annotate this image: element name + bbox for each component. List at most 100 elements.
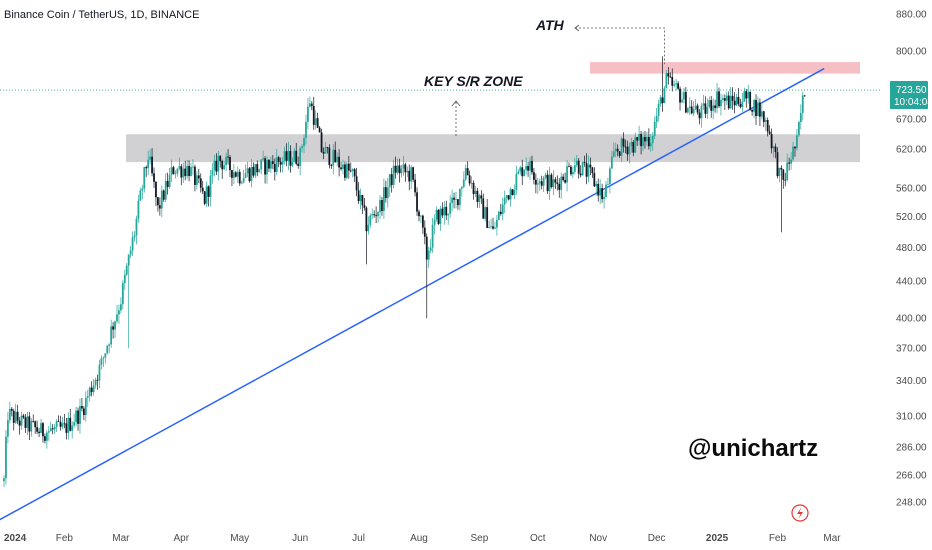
candle <box>696 103 699 115</box>
candle-body <box>158 205 161 209</box>
candle-body <box>133 235 136 238</box>
candle <box>521 159 524 186</box>
candle-body <box>451 197 453 203</box>
time-tick-label: Feb <box>769 533 787 544</box>
candle <box>425 233 428 319</box>
candle <box>207 185 210 207</box>
candle-body <box>618 151 621 156</box>
candle <box>499 203 502 216</box>
candle-body <box>295 150 298 164</box>
time-axis[interactable]: 2024 Feb Mar Apr May Jun Jul Aug Sep Oct Nov Dec 202… <box>4 533 841 544</box>
candle-body <box>367 224 370 232</box>
lightning-logo-icon[interactable] <box>791 504 809 522</box>
candle-body <box>497 211 500 220</box>
candle-body <box>480 195 483 199</box>
candle-body <box>5 436 7 479</box>
candle <box>215 153 218 175</box>
candle <box>757 96 759 117</box>
candle <box>634 132 637 153</box>
candle <box>457 199 459 210</box>
candle <box>30 418 33 437</box>
candle-body <box>229 157 231 171</box>
candle <box>110 319 113 348</box>
candle-body <box>94 379 97 386</box>
price-axis[interactable]: 880.00 800.00 670.00 620.00 560.00 520.00 480.… <box>896 10 927 509</box>
candle <box>684 86 687 114</box>
candle <box>84 391 87 422</box>
candle <box>503 190 506 214</box>
candle-body <box>338 156 340 168</box>
candle <box>531 155 533 175</box>
candle-body <box>595 183 598 187</box>
candle-body <box>184 168 187 177</box>
candle-body <box>308 103 311 107</box>
candle <box>612 142 615 158</box>
candle <box>790 152 792 170</box>
candle-body <box>556 182 559 184</box>
candle-body <box>718 91 720 107</box>
candle <box>307 97 309 130</box>
candle-body <box>729 95 732 109</box>
candle <box>718 87 720 109</box>
candle-body <box>127 254 130 266</box>
candle-body <box>392 165 395 185</box>
candle <box>291 157 294 167</box>
candle-body <box>644 137 646 142</box>
time-tick-label: Aug <box>410 533 428 544</box>
candle-body <box>579 173 582 176</box>
candle <box>365 206 368 265</box>
candle-body <box>86 396 89 398</box>
candle-body <box>123 274 126 284</box>
candle-body <box>176 168 179 174</box>
candle-body <box>538 181 541 184</box>
candle <box>706 98 709 119</box>
candle-body <box>285 151 288 161</box>
trendline-layer <box>0 67 825 521</box>
candle <box>725 91 728 106</box>
candle-body <box>772 146 775 149</box>
candle-body <box>597 183 600 196</box>
candle-body <box>178 166 181 169</box>
candle-body <box>375 215 378 217</box>
candle-body <box>310 103 313 106</box>
candle-body <box>799 112 802 122</box>
time-tick-label: Mar <box>112 533 130 544</box>
candle-body <box>455 199 457 200</box>
candle <box>675 78 678 91</box>
candle-body <box>301 146 303 149</box>
candle <box>157 197 159 212</box>
candle <box>353 167 356 182</box>
candle <box>174 170 177 179</box>
candle-body <box>517 171 520 174</box>
candle-body <box>328 147 331 166</box>
candle-body <box>250 166 253 181</box>
candle <box>476 187 479 208</box>
candle <box>562 173 565 182</box>
candle-body <box>657 103 660 116</box>
candle-body <box>141 188 144 191</box>
candle-body <box>708 100 711 107</box>
candle <box>125 263 128 277</box>
candle <box>299 146 302 176</box>
price-tick-label: 266.00 <box>896 470 927 481</box>
ath-label: ATH <box>535 17 565 33</box>
candle-body <box>303 138 305 147</box>
candle-body <box>704 103 707 114</box>
candle <box>451 189 453 212</box>
candle <box>731 87 734 110</box>
candle-body <box>507 195 510 200</box>
candle <box>474 186 477 198</box>
candle-body <box>614 148 617 152</box>
candle-body <box>3 478 5 482</box>
candle-body <box>195 175 198 185</box>
candle <box>416 187 418 216</box>
candle-body <box>209 175 212 197</box>
candle-body <box>505 195 508 198</box>
candle-body <box>155 181 157 198</box>
candle <box>589 157 592 176</box>
candle-body <box>780 167 783 170</box>
candle-body <box>75 410 77 423</box>
candle <box>441 202 444 219</box>
candle <box>205 181 208 207</box>
